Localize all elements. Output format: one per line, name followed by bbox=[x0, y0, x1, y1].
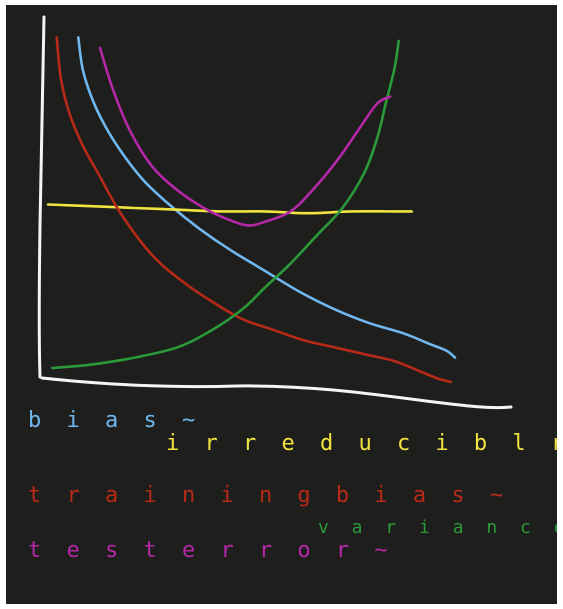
legend: b i a s ~i r r e d u c i b l r e r r o r… bbox=[28, 408, 557, 563]
legend-label-variance: v a r i a n c e ~ bbox=[318, 517, 557, 538]
series-line-test-error bbox=[98, 46, 392, 227]
series-line-irreducible-error bbox=[46, 203, 413, 215]
y-axis bbox=[37, 15, 46, 379]
series-line-bias bbox=[77, 36, 457, 359]
hand-drawn-chart: b i a s ~i r r e d u c i b l r e r r o r… bbox=[28, 15, 557, 563]
x-axis bbox=[40, 376, 513, 410]
series-layer bbox=[46, 36, 457, 384]
drawing-board: b i a s ~i r r e d u c i b l r e r r o r… bbox=[6, 5, 557, 604]
series-line-variance bbox=[51, 39, 400, 370]
legend-label-training-bias: t r a i n i n g b i a s ~ bbox=[28, 483, 509, 508]
legend-label-irreducible-error: i r r e d u c i b l r e r r o r ~ bbox=[166, 431, 557, 456]
legend-label-bias: b i a s ~ bbox=[28, 408, 201, 433]
series-line-training-bias bbox=[55, 36, 452, 384]
legend-label-test-error: t e s t e r r o r ~ bbox=[28, 538, 394, 563]
